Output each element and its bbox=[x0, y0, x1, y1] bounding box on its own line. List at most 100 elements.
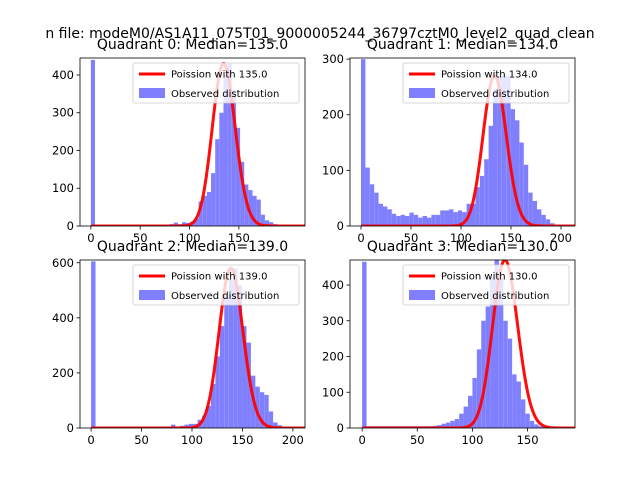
x-tick-label: 100 bbox=[450, 231, 472, 245]
y-tick-label: 200 bbox=[52, 366, 74, 380]
y-tick-label: 0 bbox=[337, 421, 344, 435]
hist-bar bbox=[365, 167, 370, 226]
axes-frame bbox=[349, 259, 576, 429]
hist-bar bbox=[462, 212, 467, 226]
hist-bar bbox=[206, 192, 212, 226]
figure-suptitle: n file: modeM0/AS1A11_075T01_9000005244_… bbox=[45, 26, 594, 42]
hist-bar bbox=[188, 423, 194, 428]
hist-bar bbox=[173, 222, 178, 226]
hist-bar bbox=[400, 214, 405, 226]
x-tick-label: 100 bbox=[179, 231, 201, 245]
hist-bar bbox=[268, 411, 274, 428]
y-tick-label: 300 bbox=[322, 52, 344, 66]
hist-bar bbox=[440, 210, 445, 226]
hist-bar bbox=[264, 394, 269, 428]
hist-bar bbox=[479, 175, 485, 226]
hist-bar bbox=[468, 395, 473, 428]
legend-fit-label: Poission with 134.0 bbox=[441, 70, 537, 81]
hist-bar bbox=[459, 413, 464, 428]
x-tick-label: 150 bbox=[228, 231, 250, 245]
hist-bar bbox=[454, 419, 460, 428]
hist-bar bbox=[255, 386, 260, 428]
legend-hist-label: Observed distribution bbox=[441, 89, 549, 100]
axes-frame bbox=[79, 57, 306, 227]
hist-bar bbox=[493, 89, 498, 226]
y-tick-label: 100 bbox=[52, 181, 74, 195]
panel-quadrant-0: 0 50 100 150 0 100 200 300 400 Poission with 135.… bbox=[52, 37, 306, 245]
legend-hist-swatch bbox=[409, 88, 435, 98]
legend: Poission with 134.0 Observed distribution bbox=[402, 62, 570, 104]
y-tick-label: 300 bbox=[52, 106, 74, 120]
hist-bar bbox=[215, 356, 220, 428]
legend-hist-swatch bbox=[139, 88, 165, 98]
x-tick-label: 0 bbox=[87, 433, 94, 447]
hist-bar bbox=[450, 420, 455, 428]
hist-bar bbox=[515, 120, 520, 226]
hist-bar bbox=[445, 422, 451, 428]
hist-bar bbox=[206, 405, 211, 428]
legend-box bbox=[402, 264, 570, 306]
x-tick-label: 150 bbox=[231, 433, 253, 447]
hist-bar bbox=[362, 261, 367, 428]
plot-area bbox=[361, 59, 575, 226]
axes-frame bbox=[79, 259, 306, 429]
y-tick-label: 400 bbox=[52, 68, 74, 82]
legend-hist-label: Observed distribution bbox=[171, 89, 279, 100]
hist-bar bbox=[507, 338, 513, 428]
hist-bar bbox=[475, 187, 480, 226]
hist-bar bbox=[498, 277, 504, 428]
x-tick-label: 50 bbox=[404, 231, 419, 245]
hist-bar bbox=[219, 326, 225, 428]
hist-bar bbox=[449, 209, 454, 226]
hist-bar bbox=[441, 423, 446, 428]
poisson-fit-line bbox=[91, 266, 305, 428]
x-tick-label: 200 bbox=[282, 433, 304, 447]
hist-bar bbox=[387, 209, 392, 226]
y-tick-label: 0 bbox=[67, 421, 74, 435]
panel-title: Quadrant 2: Median=139.0 bbox=[97, 239, 288, 255]
hist-bar bbox=[510, 109, 515, 226]
hist-bar bbox=[198, 201, 203, 226]
hist-bar bbox=[240, 161, 245, 226]
hist-bar bbox=[532, 200, 537, 226]
hist-bar bbox=[422, 215, 427, 226]
y-tick-label: 200 bbox=[52, 143, 74, 157]
hist-bar bbox=[472, 377, 477, 428]
legend-box bbox=[402, 62, 570, 104]
hist-bar bbox=[501, 75, 507, 226]
hist-bar bbox=[237, 284, 243, 428]
x-tick-label: 150 bbox=[517, 433, 539, 447]
hist-bar bbox=[435, 214, 441, 226]
hist-bar bbox=[259, 392, 265, 428]
x-tick-label: 100 bbox=[181, 433, 203, 447]
x-tick-label: 50 bbox=[134, 433, 149, 447]
hist-bar bbox=[211, 173, 216, 226]
legend-hist-label: Observed distribution bbox=[171, 291, 279, 302]
hist-bar bbox=[519, 142, 524, 226]
hist-bar bbox=[182, 222, 187, 226]
hist-bar bbox=[391, 213, 397, 226]
hist-bar bbox=[223, 74, 228, 226]
x-tick-label: 0 bbox=[87, 231, 94, 245]
poisson-fit-line bbox=[362, 260, 575, 428]
hist-bar bbox=[252, 195, 257, 226]
panel-title: Quadrant 1: Median=134.0 bbox=[367, 37, 558, 53]
x-tick-label: 50 bbox=[410, 433, 425, 447]
hist-bar bbox=[231, 90, 236, 226]
x-tick-label: 200 bbox=[550, 231, 572, 245]
hist-bar bbox=[484, 159, 489, 226]
hist-bar bbox=[264, 220, 270, 226]
hist-bar bbox=[256, 199, 261, 226]
y-tick-label: 100 bbox=[322, 385, 344, 399]
hist-bar bbox=[260, 214, 265, 226]
legend: Poission with 139.0 Observed distribution bbox=[132, 264, 300, 306]
plot-area bbox=[362, 260, 575, 428]
hist-bar bbox=[528, 192, 533, 226]
legend-box bbox=[132, 62, 300, 104]
y-tick-label: 0 bbox=[67, 219, 74, 233]
hist-bar bbox=[529, 420, 535, 428]
hist-bar bbox=[233, 268, 238, 428]
hist-bar bbox=[210, 383, 216, 428]
hist-bar bbox=[494, 260, 499, 428]
